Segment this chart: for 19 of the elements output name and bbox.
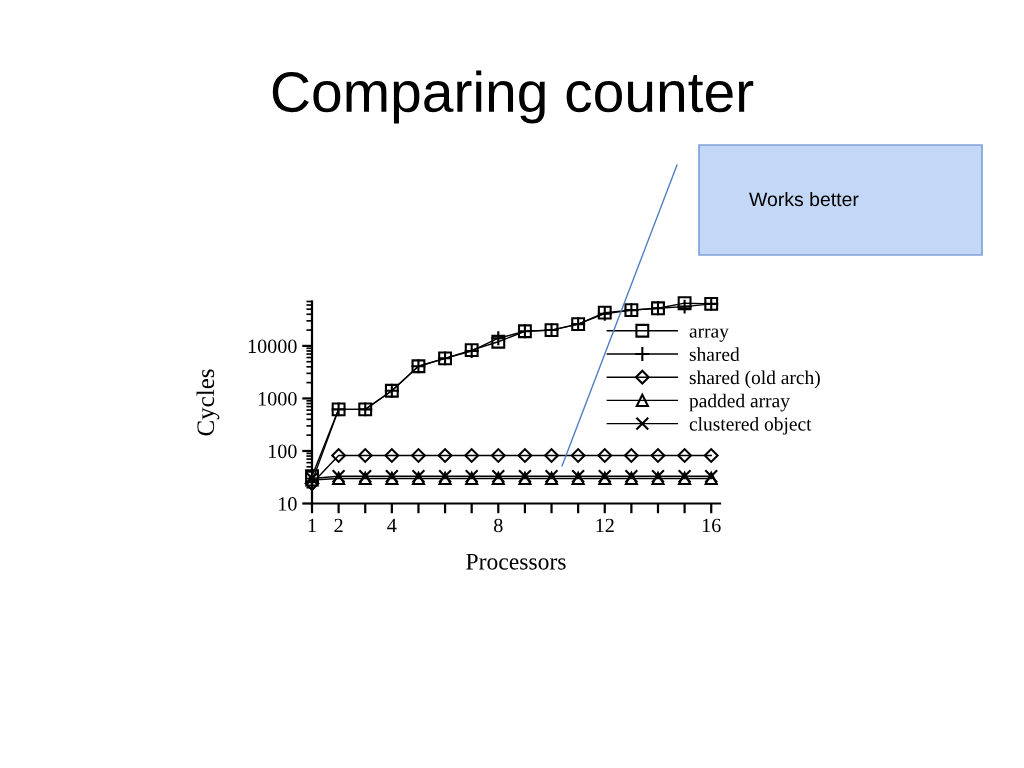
legend-label: shared (old arch)	[689, 370, 820, 389]
x-tick-label: 4	[387, 518, 397, 533]
x-axis-title: Processors	[466, 553, 566, 570]
chart-title: Comparing counter	[272, 70, 754, 124]
y-tick-label: 10000	[248, 339, 297, 354]
legend-label: array	[689, 328, 729, 342]
y-tick-label: 1000	[258, 392, 297, 406]
y-tick-label: 10	[279, 497, 297, 511]
y-tick-label: 100	[268, 444, 297, 459]
legend-label: clustered object	[689, 416, 812, 435]
x-tick-label: 16	[702, 518, 721, 533]
x-tick-label: 1	[308, 518, 316, 533]
legend-label: shared	[689, 347, 740, 361]
text: Works better	[749, 191, 859, 207]
x-tick-label: 2	[334, 518, 343, 533]
legend-label: padded array	[689, 393, 790, 412]
y-axis-title: Cycles	[196, 369, 220, 436]
x-tick-label: 8	[494, 518, 503, 533]
x-tick-label: 12	[596, 518, 614, 533]
